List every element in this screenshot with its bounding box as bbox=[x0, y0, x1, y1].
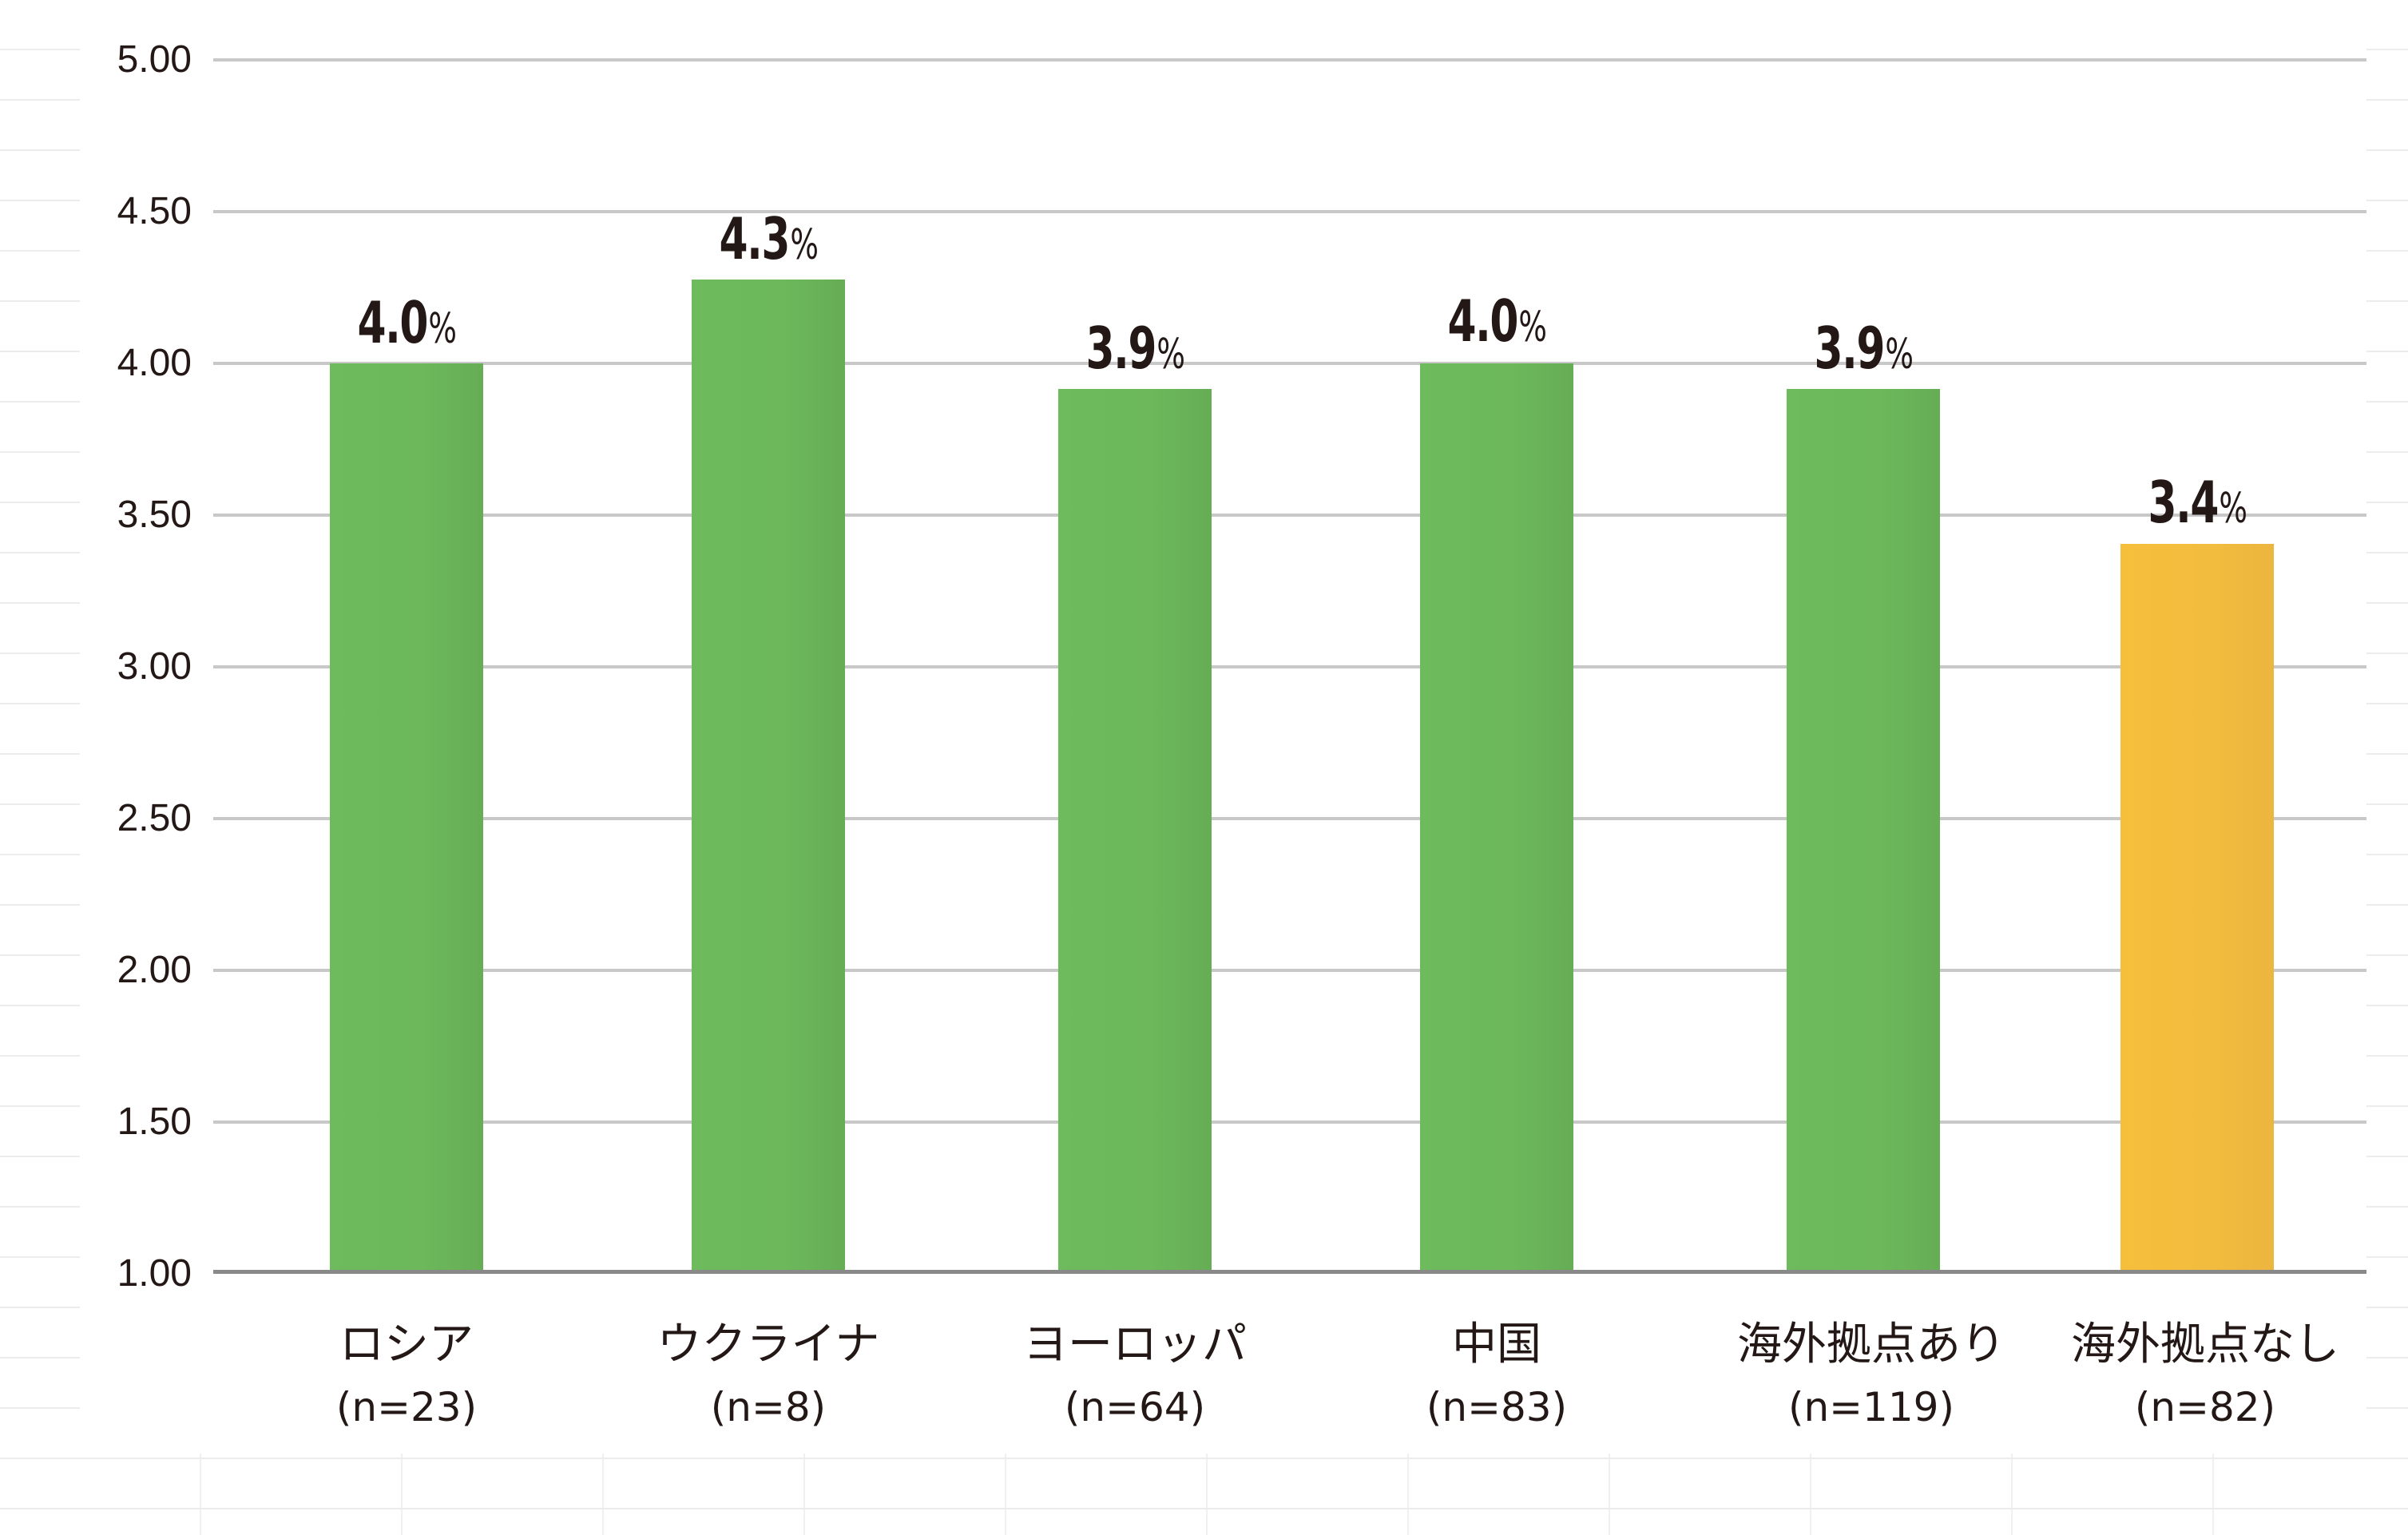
category-label-ukraine: ウクライナ (n=8) bbox=[601, 1319, 936, 1433]
bar-ukraine bbox=[692, 280, 845, 1271]
gridline-2.50 bbox=[213, 817, 2366, 820]
percent-sign: % bbox=[1518, 303, 1547, 351]
category-label-overseas-base-no: 海外拠点なし (n=82) bbox=[2037, 1319, 2373, 1433]
value-label-overseas-base-no: 3.4% bbox=[2111, 474, 2283, 537]
value-number: 4.3 bbox=[719, 205, 790, 272]
value-label-overseas-base-yes: 3.9% bbox=[1777, 319, 1950, 383]
category-name: ロシア bbox=[339, 1319, 474, 1370]
value-number: 3.9 bbox=[1085, 315, 1156, 382]
sample-size: (n=23) bbox=[335, 1384, 478, 1430]
y-tick-label: 4.00 bbox=[117, 342, 192, 384]
percent-sign: % bbox=[790, 221, 819, 269]
sample-size: (n=8) bbox=[710, 1384, 827, 1430]
percent-sign: % bbox=[428, 305, 457, 353]
bar-overseas-base-no bbox=[2120, 544, 2274, 1271]
value-number: 4.0 bbox=[357, 289, 428, 356]
category-name: 海外拠点なし bbox=[2071, 1319, 2339, 1370]
value-label-russia: 4.0% bbox=[320, 294, 493, 358]
gridline-4.50 bbox=[213, 210, 2366, 213]
category-name: 海外拠点あり bbox=[1737, 1319, 2005, 1370]
category-name: 中国 bbox=[1452, 1319, 1541, 1370]
category-label-china: 中国 (n=83) bbox=[1329, 1319, 1664, 1433]
y-tick-label: 2.00 bbox=[117, 949, 192, 991]
value-label-china: 4.0% bbox=[1410, 292, 1583, 356]
y-tick-label: 3.50 bbox=[117, 494, 192, 536]
gridline-3.00 bbox=[213, 665, 2366, 668]
category-label-overseas-base-yes: 海外拠点あり (n=119) bbox=[1704, 1319, 2039, 1433]
percent-sign: % bbox=[1885, 331, 1914, 379]
bar-europe bbox=[1058, 389, 1212, 1271]
percent-sign: % bbox=[2219, 485, 2247, 533]
value-number: 3.4 bbox=[2148, 469, 2219, 536]
gridline-3.50 bbox=[213, 514, 2366, 517]
x-axis-baseline bbox=[213, 1270, 2366, 1274]
sample-size: (n=83) bbox=[1426, 1384, 1568, 1430]
gridline-5.00 bbox=[213, 58, 2366, 61]
value-number: 3.9 bbox=[1814, 315, 1885, 382]
category-label-russia: ロシア (n=23) bbox=[239, 1319, 574, 1433]
bar-overseas-base-yes bbox=[1787, 389, 1940, 1271]
y-tick-label: 5.00 bbox=[117, 38, 192, 81]
y-tick-label: 3.00 bbox=[117, 645, 192, 688]
category-name: ウクライナ bbox=[657, 1319, 880, 1370]
value-number: 4.0 bbox=[1447, 288, 1518, 355]
y-tick-label: 4.50 bbox=[117, 190, 192, 232]
gridline-1.50 bbox=[213, 1121, 2366, 1124]
y-tick-label: 1.50 bbox=[117, 1101, 192, 1143]
value-label-europe: 3.9% bbox=[1049, 319, 1221, 383]
y-tick-label: 1.00 bbox=[117, 1252, 192, 1295]
sample-size: (n=119) bbox=[1787, 1384, 1955, 1430]
category-name: ヨーロッパ bbox=[1023, 1319, 1247, 1370]
y-tick-label: 2.50 bbox=[117, 797, 192, 839]
value-label-ukraine: 4.3% bbox=[682, 210, 855, 274]
percent-sign: % bbox=[1156, 331, 1185, 379]
sample-size: (n=82) bbox=[2134, 1384, 2276, 1430]
gridline-4.00 bbox=[213, 362, 2366, 365]
sample-size: (n=64) bbox=[1064, 1384, 1206, 1430]
category-label-europe: ヨーロッパ (n=64) bbox=[967, 1319, 1303, 1433]
bar-russia bbox=[330, 363, 483, 1271]
bar-china bbox=[1420, 363, 1573, 1271]
gridline-2.00 bbox=[213, 969, 2366, 972]
